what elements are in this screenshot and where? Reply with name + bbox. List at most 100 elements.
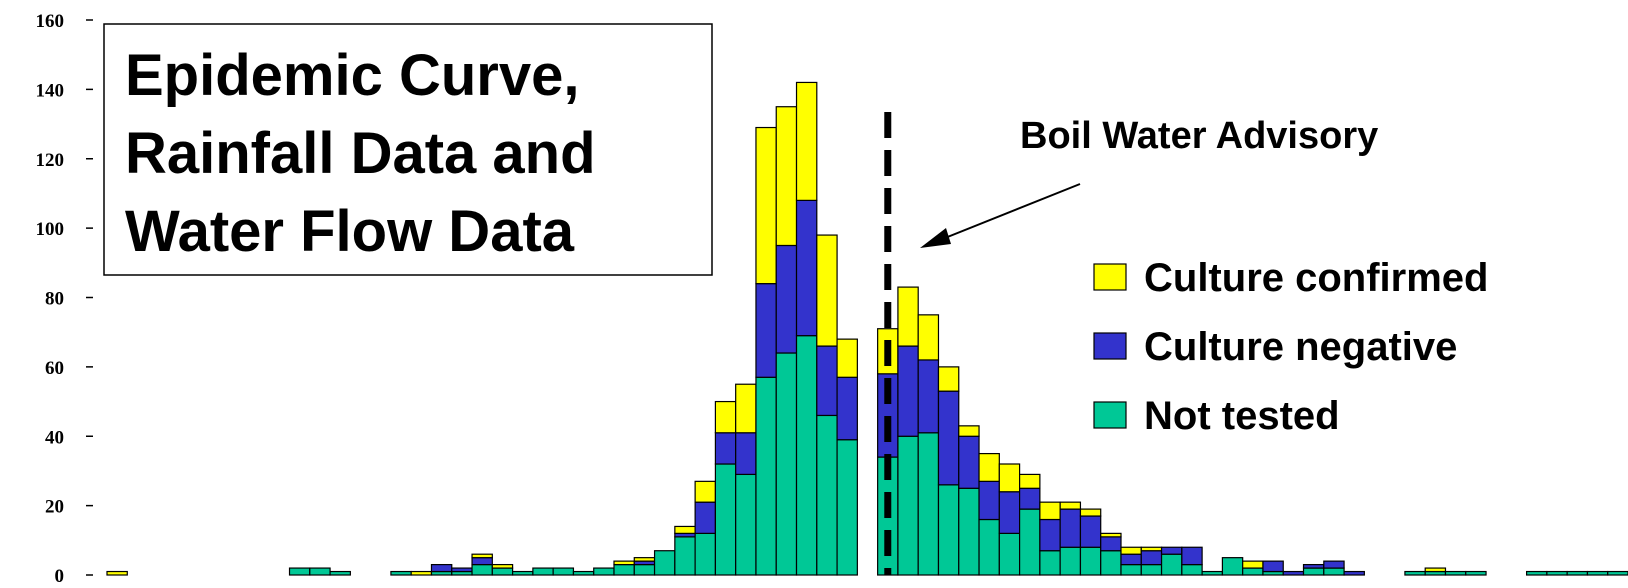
y-tick-label: 0 — [55, 566, 65, 587]
bar-segment-not-tested — [309, 567, 331, 576]
legend-label-culture-negative: Culture negative — [1144, 325, 1457, 369]
bar-segment-not-tested — [755, 376, 777, 576]
bar-segment-culture-negative — [1140, 550, 1163, 566]
bar-segment-culture-negative — [430, 563, 453, 573]
bar-segment-culture-confirmed — [816, 234, 838, 347]
bar-segment-not-tested — [1525, 570, 1548, 576]
bar-segment-culture-confirmed — [735, 383, 757, 434]
bar-segment-culture-negative — [1160, 546, 1183, 555]
bar-segment-not-tested — [1221, 557, 1244, 576]
legend-label-not-tested: Not tested — [1144, 394, 1340, 438]
bar-segment-not-tested — [1302, 567, 1325, 576]
bar-segment-not-tested — [1586, 570, 1609, 576]
bar-segment-culture-negative — [1302, 563, 1325, 569]
bar-segment-culture-confirmed — [775, 106, 798, 247]
bar-segment-culture-negative — [471, 557, 493, 566]
bar-segment-culture-negative — [836, 376, 858, 441]
bar-segment-not-tested — [471, 563, 493, 576]
chart-title-line-3: Water Flow Data — [125, 199, 575, 264]
bar-segment-not-tested — [532, 567, 554, 576]
bar-segment-culture-negative — [1262, 560, 1284, 573]
bar-segment-not-tested — [1465, 570, 1487, 576]
bar-segment-culture-confirmed — [897, 286, 919, 347]
chart-title-line-1: Epidemic Curve, — [125, 43, 579, 108]
bar-segment-not-tested — [1566, 570, 1589, 576]
chart-title-line-2: Rainfall Data and — [125, 121, 596, 186]
bar-segment-not-tested — [1039, 550, 1061, 576]
bar-segment-culture-confirmed — [1424, 567, 1447, 573]
bar-segment-not-tested — [511, 570, 534, 576]
bar-segment-not-tested — [1140, 563, 1163, 576]
y-tick-label: 100 — [36, 219, 65, 240]
y-tick-label: 120 — [36, 150, 65, 171]
advisory-arrow — [929, 183, 1081, 245]
bar-segment-culture-confirmed — [633, 557, 656, 562]
bar-segment-not-tested — [1444, 570, 1467, 576]
bar-segment-culture-negative — [735, 432, 757, 476]
bar-segment-culture-confirmed — [755, 126, 777, 285]
bar-segment-culture-confirmed — [998, 463, 1021, 493]
bar-segment-culture-confirmed — [491, 563, 514, 569]
bar-segment-not-tested — [1181, 563, 1203, 576]
bar-segment-culture-confirmed — [937, 366, 960, 392]
bar-segment-not-tested — [593, 567, 615, 576]
bar-segment-not-tested — [1018, 508, 1041, 576]
bar-segment-not-tested — [288, 567, 311, 576]
bar-segment-culture-confirmed — [1039, 501, 1061, 521]
bar-segment-not-tested — [633, 563, 656, 576]
bar-segment-culture-confirmed — [1120, 546, 1142, 555]
bar-segment-culture-negative — [1282, 570, 1305, 576]
bar-segment-culture-confirmed — [795, 81, 818, 201]
bar-segment-culture-negative — [1079, 515, 1102, 548]
bar-segment-culture-negative — [1059, 508, 1082, 548]
bar-segment-culture-confirmed — [978, 452, 1000, 482]
bar-segment-not-tested — [1201, 570, 1223, 576]
bar-segment-not-tested — [816, 414, 838, 576]
bar-segment-culture-negative — [937, 390, 960, 486]
bar-segment-culture-confirmed — [1059, 501, 1082, 510]
bar-segment-culture-confirmed — [1079, 508, 1102, 517]
bar-segment-not-tested — [1546, 570, 1568, 576]
bar-segment-not-tested — [1160, 553, 1183, 576]
bar-segment-culture-confirmed — [1140, 546, 1163, 552]
bar-segment-culture-negative — [1323, 560, 1345, 569]
bar-segment-not-tested — [1100, 550, 1122, 576]
bar-segment-culture-negative — [694, 501, 716, 534]
legend-item-culture-negative: Culture negative — [1093, 325, 1457, 369]
bar-segment-not-tested — [552, 567, 575, 576]
legend-item-not-tested: Not tested — [1093, 394, 1340, 438]
bar-segment-not-tested — [1120, 563, 1142, 576]
y-tick-label: 40 — [45, 427, 64, 448]
bar-segment-not-tested — [978, 518, 1000, 576]
bar-segment-culture-negative — [958, 435, 980, 489]
advisory-arrowhead — [920, 228, 951, 248]
bar-segment-culture-confirmed — [714, 400, 737, 434]
bar-segment-not-tested — [694, 532, 716, 576]
bar-segment-culture-negative — [795, 199, 818, 337]
bar-segment-not-tested — [613, 563, 635, 576]
bar-segment-culture-confirmed — [958, 425, 980, 437]
bar-segment-culture-negative — [714, 432, 737, 465]
bar-segment-culture-confirmed — [106, 570, 128, 576]
bar-segment-not-tested — [1323, 567, 1345, 576]
legend-item-culture-confirmed: Culture confirmed — [1093, 256, 1488, 300]
bar-segment-not-tested — [1059, 546, 1082, 576]
bar-segment-culture-confirmed — [613, 560, 635, 566]
bar-segment-not-tested — [836, 439, 858, 576]
bar-segment-not-tested — [1079, 546, 1102, 576]
bar-segment-culture-negative — [998, 491, 1021, 534]
bar-segment-not-tested — [998, 532, 1021, 576]
bar-segment-culture-confirmed — [836, 338, 858, 378]
legend: Culture confirmed Culture negative Not t… — [1093, 256, 1488, 438]
y-tick-label: 20 — [45, 497, 64, 518]
bar-segment-culture-confirmed — [410, 570, 433, 576]
advisory-label: Boil Water Advisory — [1020, 115, 1378, 157]
bar-segment-culture-negative — [1343, 570, 1365, 576]
bar-segment-not-tested — [653, 550, 676, 576]
y-tick-label: 160 — [36, 11, 65, 32]
y-axis: 0 20 40 60 80 100 120 140 160 — [36, 11, 93, 587]
legend-label-culture-confirmed: Culture confirmed — [1144, 256, 1488, 300]
bar-segment-culture-confirmed — [674, 525, 696, 534]
bar-segment-not-tested — [674, 536, 696, 576]
